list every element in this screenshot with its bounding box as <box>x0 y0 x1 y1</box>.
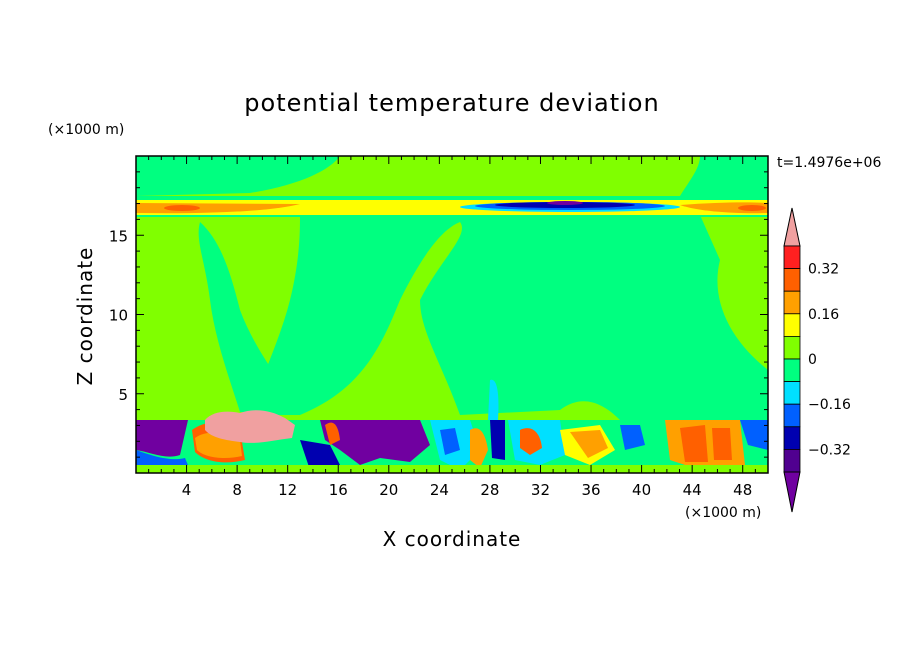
field-top-blob-right <box>680 156 768 196</box>
x-unit-label: (×1000 m) <box>685 505 761 521</box>
x-tick-label: 4 <box>182 481 192 499</box>
field-plume-small <box>620 381 650 420</box>
colorbar-cell <box>783 381 801 405</box>
field-plume-cyan <box>488 379 499 420</box>
x-tick-label: 48 <box>733 481 752 499</box>
x-tick-label: 40 <box>632 481 651 499</box>
x-tick-label: 12 <box>278 481 297 499</box>
colorbar-label: 0.16 <box>808 307 839 323</box>
x-tick-label: 32 <box>531 481 550 499</box>
x-tick-label: 24 <box>430 481 449 499</box>
colorbar-cell <box>783 358 801 383</box>
colorbar-cell <box>783 403 801 428</box>
x-tick-label: 16 <box>329 481 348 499</box>
colorbar-cell <box>783 448 801 473</box>
x-tick-label: 20 <box>379 481 398 499</box>
field-upper-core-right <box>738 205 766 211</box>
field-boundary-purple-mid <box>320 420 430 465</box>
y-tick-label: 15 <box>109 227 128 245</box>
colorbar-label: −0.32 <box>808 442 851 458</box>
colorbar-cell <box>783 290 801 315</box>
x-tick-label: 28 <box>480 481 499 499</box>
field-upper-core-left <box>164 205 200 211</box>
colorbar: 0.32 0.16 0 −0.16 −0.32 <box>783 207 851 513</box>
colorbar-label: −0.16 <box>808 397 851 413</box>
contour-field <box>136 156 768 473</box>
field-boundary-navy-mid <box>300 440 340 470</box>
time-label: t=1.4976e+06 <box>777 155 881 171</box>
colorbar-cell <box>783 245 801 270</box>
y-unit-label: (×1000 m) <box>48 122 124 138</box>
y-tick-label: 5 <box>118 386 128 404</box>
x-axis-label: X coordinate <box>383 527 522 551</box>
field-boundary-red-d <box>680 425 708 462</box>
field-boundary-purple-left <box>136 420 188 457</box>
field-boundary-red-c <box>520 428 542 455</box>
colorbar-cell <box>783 426 801 450</box>
x-tick-label: 44 <box>683 481 702 499</box>
field-boundary-navy-a <box>490 420 505 460</box>
colorbar-extend-top <box>783 207 801 247</box>
field-boundary-blue-right <box>740 420 768 450</box>
field-boundary-orange-c <box>570 430 608 458</box>
field-boundary-orange-b <box>470 428 488 468</box>
colorbar-label: 0.32 <box>808 262 839 278</box>
colorbar-cell <box>783 335 801 360</box>
field-boundary-blue-a <box>440 428 460 455</box>
field-left-column <box>198 222 300 412</box>
x-tick-label: 36 <box>581 481 600 499</box>
field-boundary-red-b <box>325 422 340 445</box>
colorbar-cell <box>783 268 801 292</box>
x-tick-label: 8 <box>232 481 242 499</box>
colorbar-extend-bottom <box>783 471 801 513</box>
colorbar-label: 0 <box>808 352 817 368</box>
y-tick-label: 10 <box>109 307 128 325</box>
field-central-trough <box>250 212 768 420</box>
field-boundary-blue-b <box>620 425 645 450</box>
chart-title: potential temperature deviation <box>244 89 659 117</box>
field-lens-core <box>547 201 583 205</box>
field-pink-anomaly <box>205 410 295 443</box>
y-axis-label: Z coordinate <box>73 247 97 386</box>
field-top-blob-left <box>136 156 340 196</box>
colorbar-cell <box>783 313 801 337</box>
field-boundary-red-e <box>712 428 732 460</box>
